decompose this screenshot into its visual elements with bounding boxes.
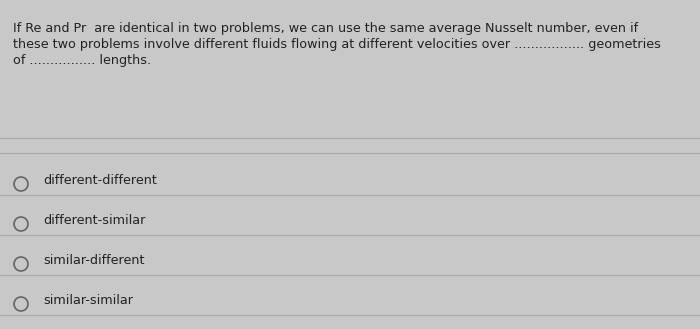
Text: these two problems involve different fluids flowing at different velocities over: these two problems involve different flu… <box>13 38 661 51</box>
Text: different-different: different-different <box>43 174 158 187</box>
Text: similar-different: similar-different <box>43 254 145 267</box>
Text: If Re and Pr  are identical in two problems, we can use the same average Nusselt: If Re and Pr are identical in two proble… <box>13 22 638 35</box>
Text: similar-similar: similar-similar <box>43 294 134 307</box>
Text: different-similar: different-similar <box>43 214 146 227</box>
Text: of ................ lengths.: of ................ lengths. <box>13 54 150 67</box>
